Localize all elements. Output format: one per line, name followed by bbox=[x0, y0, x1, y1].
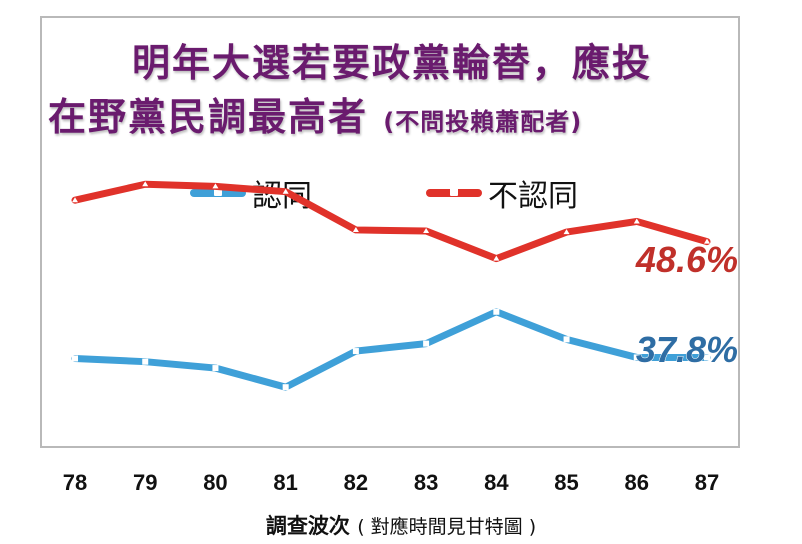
x-tick-label: 79 bbox=[132, 470, 158, 495]
series-line-1 bbox=[71, 180, 711, 263]
data-point bbox=[633, 354, 640, 361]
data-point bbox=[72, 197, 78, 203]
x-axis-label: 調查波次 ( 對應時間見甘特圖 ) bbox=[0, 510, 802, 540]
data-point bbox=[212, 183, 219, 189]
data-point bbox=[282, 384, 289, 391]
legend-item-agree: 認同 bbox=[190, 171, 312, 215]
x-tick-label: 82 bbox=[343, 470, 369, 495]
chart-frame: 明年大選若要政黨輪替，應投 在野黨民調最高者 (不問投賴蕭配者) 認同 不認同 bbox=[40, 16, 740, 448]
data-point bbox=[493, 308, 500, 315]
legend-label-disagree: 不認同 bbox=[488, 179, 578, 214]
data-point bbox=[142, 358, 149, 365]
data-point bbox=[352, 226, 359, 232]
chart-title-main: 在野黨民調最高者 bbox=[48, 95, 369, 139]
data-point bbox=[704, 354, 710, 361]
data-point bbox=[282, 188, 289, 194]
chart-title-line2: 在野黨民調最高者 (不問投賴蕭配者) bbox=[48, 86, 748, 141]
x-tick-label: 87 bbox=[694, 470, 720, 495]
x-tick-label: 81 bbox=[273, 470, 298, 495]
series-line-0 bbox=[71, 308, 711, 391]
x-tick-label: 78 bbox=[62, 470, 88, 495]
x-tick-label: 85 bbox=[554, 470, 579, 495]
data-point bbox=[633, 218, 640, 224]
data-point bbox=[493, 255, 500, 261]
data-point bbox=[704, 238, 710, 244]
legend-swatch-disagree bbox=[426, 188, 482, 197]
end-value-label: 48.6% bbox=[635, 239, 738, 280]
data-point bbox=[423, 340, 430, 347]
end-value-label: 37.8% bbox=[636, 329, 738, 370]
chart-title-line1: 明年大選若要政黨輪替，應投 bbox=[131, 41, 652, 85]
chart-title-note: (不問投賴蕭配者) bbox=[383, 108, 583, 136]
data-point bbox=[563, 229, 570, 235]
data-point bbox=[72, 355, 78, 362]
x-axis-title: 調查波次 bbox=[265, 514, 350, 538]
data-point bbox=[352, 348, 359, 355]
data-point bbox=[212, 365, 219, 372]
data-point bbox=[423, 228, 430, 233]
data-point bbox=[142, 181, 149, 187]
x-tick-label: 80 bbox=[203, 470, 228, 495]
legend: 認同 不認同 bbox=[42, 171, 742, 214]
x-tick-label: 84 bbox=[484, 470, 509, 495]
data-point bbox=[563, 336, 570, 343]
legend-item-disagree: 不認同 bbox=[426, 171, 578, 215]
legend-label-agree: 認同 bbox=[252, 179, 312, 214]
x-axis-note: ( 對應時間見甘特圖 ) bbox=[357, 516, 537, 538]
x-tick-label: 83 bbox=[413, 470, 439, 495]
x-tick-label: 86 bbox=[624, 470, 649, 495]
legend-swatch-agree bbox=[190, 188, 246, 197]
